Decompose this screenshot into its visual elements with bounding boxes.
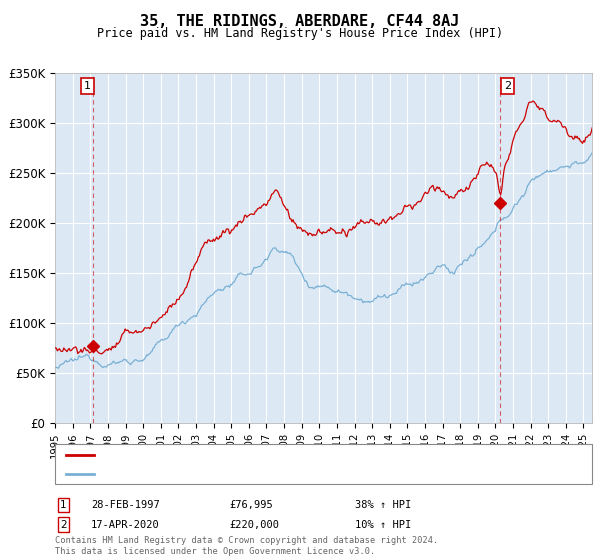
Text: 35, THE RIDINGS, ABERDARE, CF44 8AJ (detached house): 35, THE RIDINGS, ABERDARE, CF44 8AJ (det… (98, 450, 424, 460)
Text: £76,995: £76,995 (229, 500, 273, 510)
Text: 1: 1 (60, 500, 67, 510)
Text: 2: 2 (60, 520, 67, 530)
Text: HPI: Average price, detached house, Rhondda Cynon Taf: HPI: Average price, detached house, Rhon… (98, 469, 430, 479)
Text: 17-APR-2020: 17-APR-2020 (91, 520, 160, 530)
Text: 28-FEB-1997: 28-FEB-1997 (91, 500, 160, 510)
Text: 35, THE RIDINGS, ABERDARE, CF44 8AJ: 35, THE RIDINGS, ABERDARE, CF44 8AJ (140, 14, 460, 29)
Text: Price paid vs. HM Land Registry's House Price Index (HPI): Price paid vs. HM Land Registry's House … (97, 27, 503, 40)
Text: 10% ↑ HPI: 10% ↑ HPI (355, 520, 412, 530)
Text: 38% ↑ HPI: 38% ↑ HPI (355, 500, 412, 510)
Text: £220,000: £220,000 (229, 520, 279, 530)
Text: 2: 2 (504, 81, 511, 91)
Text: 1: 1 (84, 81, 91, 91)
Text: Contains HM Land Registry data © Crown copyright and database right 2024.
This d: Contains HM Land Registry data © Crown c… (55, 536, 439, 556)
